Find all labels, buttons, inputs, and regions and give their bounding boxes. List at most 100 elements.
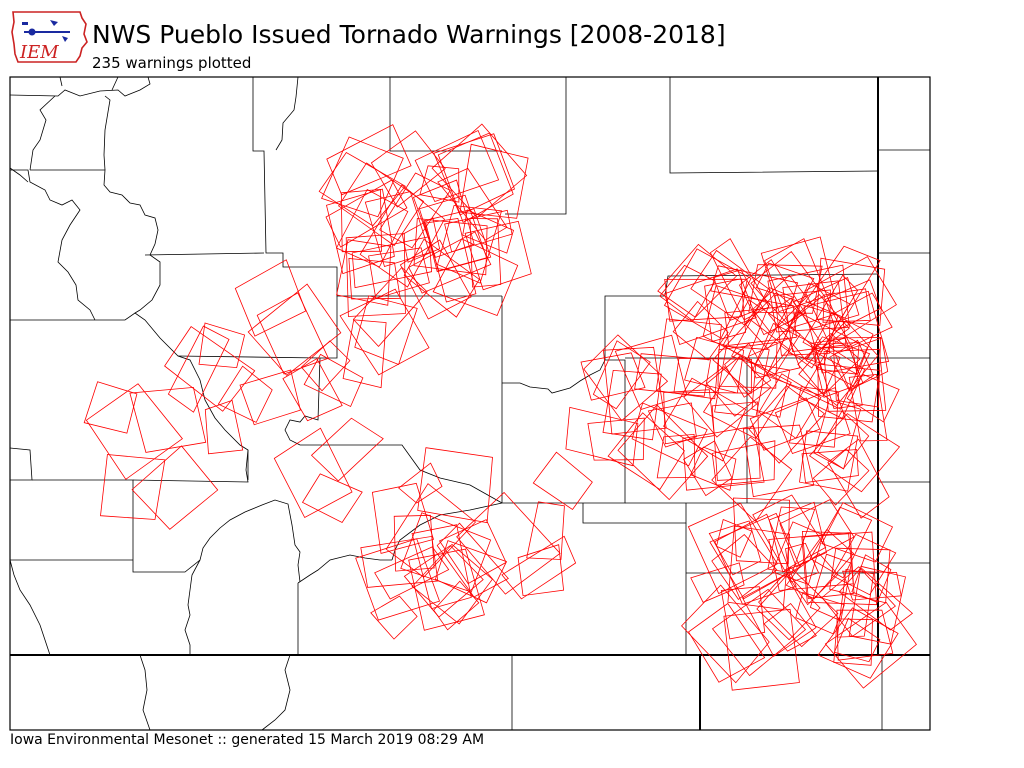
warning-polygon — [724, 305, 797, 346]
warning-polygon — [355, 538, 441, 621]
warning-polygon — [656, 433, 696, 479]
warning-polygon — [811, 312, 874, 375]
warning-polygon — [370, 595, 418, 640]
warning-polygon — [398, 462, 443, 504]
warning-polygon — [672, 300, 729, 361]
iowa-state-outline — [11, 11, 88, 63]
warning-polygon — [583, 334, 669, 422]
warning-polygon — [810, 337, 864, 398]
county-line — [252, 77, 502, 297]
warning-polygon — [750, 251, 825, 325]
warning-polygon — [282, 358, 343, 422]
county-line — [184, 559, 201, 655]
warning-polygon — [411, 524, 472, 610]
warning-polygon — [787, 303, 839, 365]
warning-polygon — [501, 535, 577, 600]
warning-polygon — [85, 383, 183, 480]
warning-polygon — [647, 402, 697, 448]
warning-polygon — [714, 513, 797, 605]
warning-polygon — [393, 514, 435, 572]
warning-polygon — [335, 188, 409, 268]
chart-title: NWS Pueblo Issued Tornado Warnings [2008… — [92, 20, 726, 49]
warning-polygon — [760, 236, 835, 313]
warning-polygon — [659, 264, 716, 322]
warning-polygon — [83, 381, 138, 434]
warning-polygon — [708, 520, 762, 576]
warning-polygon — [801, 449, 859, 483]
county-line — [505, 77, 567, 215]
county-line — [261, 654, 291, 731]
warning-polygon — [408, 231, 492, 294]
warning-polygon — [836, 609, 894, 661]
warning-polygon — [832, 292, 893, 347]
warning-polygon — [247, 283, 342, 376]
warning-polygon — [303, 353, 364, 408]
warning-polygon — [785, 542, 820, 583]
county-line — [502, 359, 606, 394]
warning-polygon — [325, 179, 408, 248]
county-line — [297, 554, 392, 584]
county-line — [139, 654, 151, 731]
warning-polygon — [565, 406, 639, 467]
warning-polygon — [411, 543, 493, 625]
warning-polygon — [833, 617, 881, 663]
county-line — [300, 444, 503, 504]
warning-polygon — [300, 340, 351, 392]
warning-polygon — [326, 124, 412, 196]
warning-polygon — [607, 412, 685, 490]
warning-polygon — [714, 345, 770, 418]
warning-polygon — [711, 534, 778, 600]
warning-polygon — [801, 531, 878, 606]
warning-polygon — [706, 356, 772, 417]
warning-polygon — [809, 506, 873, 579]
warning-polygon — [444, 209, 513, 253]
warning-polygon — [838, 567, 914, 631]
warning-polygon — [673, 357, 752, 394]
warning-polygon — [532, 451, 593, 511]
warning-polygon — [408, 548, 485, 631]
warning-polygon — [360, 535, 439, 588]
warning-polygon — [827, 438, 890, 519]
county-boundaries — [9, 76, 930, 731]
warning-polygon — [764, 238, 836, 329]
warning-polygon — [217, 365, 273, 423]
warning-polygon — [634, 353, 711, 397]
warning-polygon — [663, 377, 747, 462]
warning-polygon — [789, 386, 840, 448]
warning-polygon — [301, 473, 363, 524]
logo-mark — [62, 36, 68, 42]
warning-polygon — [766, 311, 868, 410]
warning-polygon — [370, 130, 446, 208]
warning-polygon — [711, 401, 761, 481]
warning-polygon — [526, 501, 565, 560]
warning-polygon — [385, 483, 477, 578]
county-line — [10, 169, 96, 321]
warning-polygon — [786, 294, 850, 352]
warning-polygon — [771, 521, 824, 585]
warning-polygon — [164, 326, 256, 412]
warning-polygon — [664, 278, 748, 322]
warning-polygon — [792, 277, 860, 329]
warning-polygon — [774, 289, 831, 356]
warning-polygon — [401, 217, 441, 263]
warning-polygon — [805, 336, 871, 387]
warning-polygon — [339, 288, 430, 376]
warning-polygon — [602, 346, 667, 435]
warning-polygon — [326, 188, 395, 275]
warning-polygon — [758, 566, 839, 648]
warning-polygon — [768, 532, 854, 591]
warning-polygon — [351, 236, 433, 289]
county-line — [10, 312, 249, 480]
warning-polygon — [432, 238, 519, 317]
warning-polygon — [756, 573, 821, 641]
warning-polygon — [709, 238, 770, 321]
logo-flag — [50, 20, 58, 26]
warning-polygon — [682, 425, 765, 491]
county-line — [30, 169, 161, 314]
warning-polygon — [848, 374, 888, 442]
warning-polygon — [657, 243, 737, 318]
warning-polygon — [354, 295, 418, 366]
county-line — [582, 503, 687, 524]
warning-polygon — [129, 386, 207, 453]
warning-polygon — [436, 522, 509, 598]
